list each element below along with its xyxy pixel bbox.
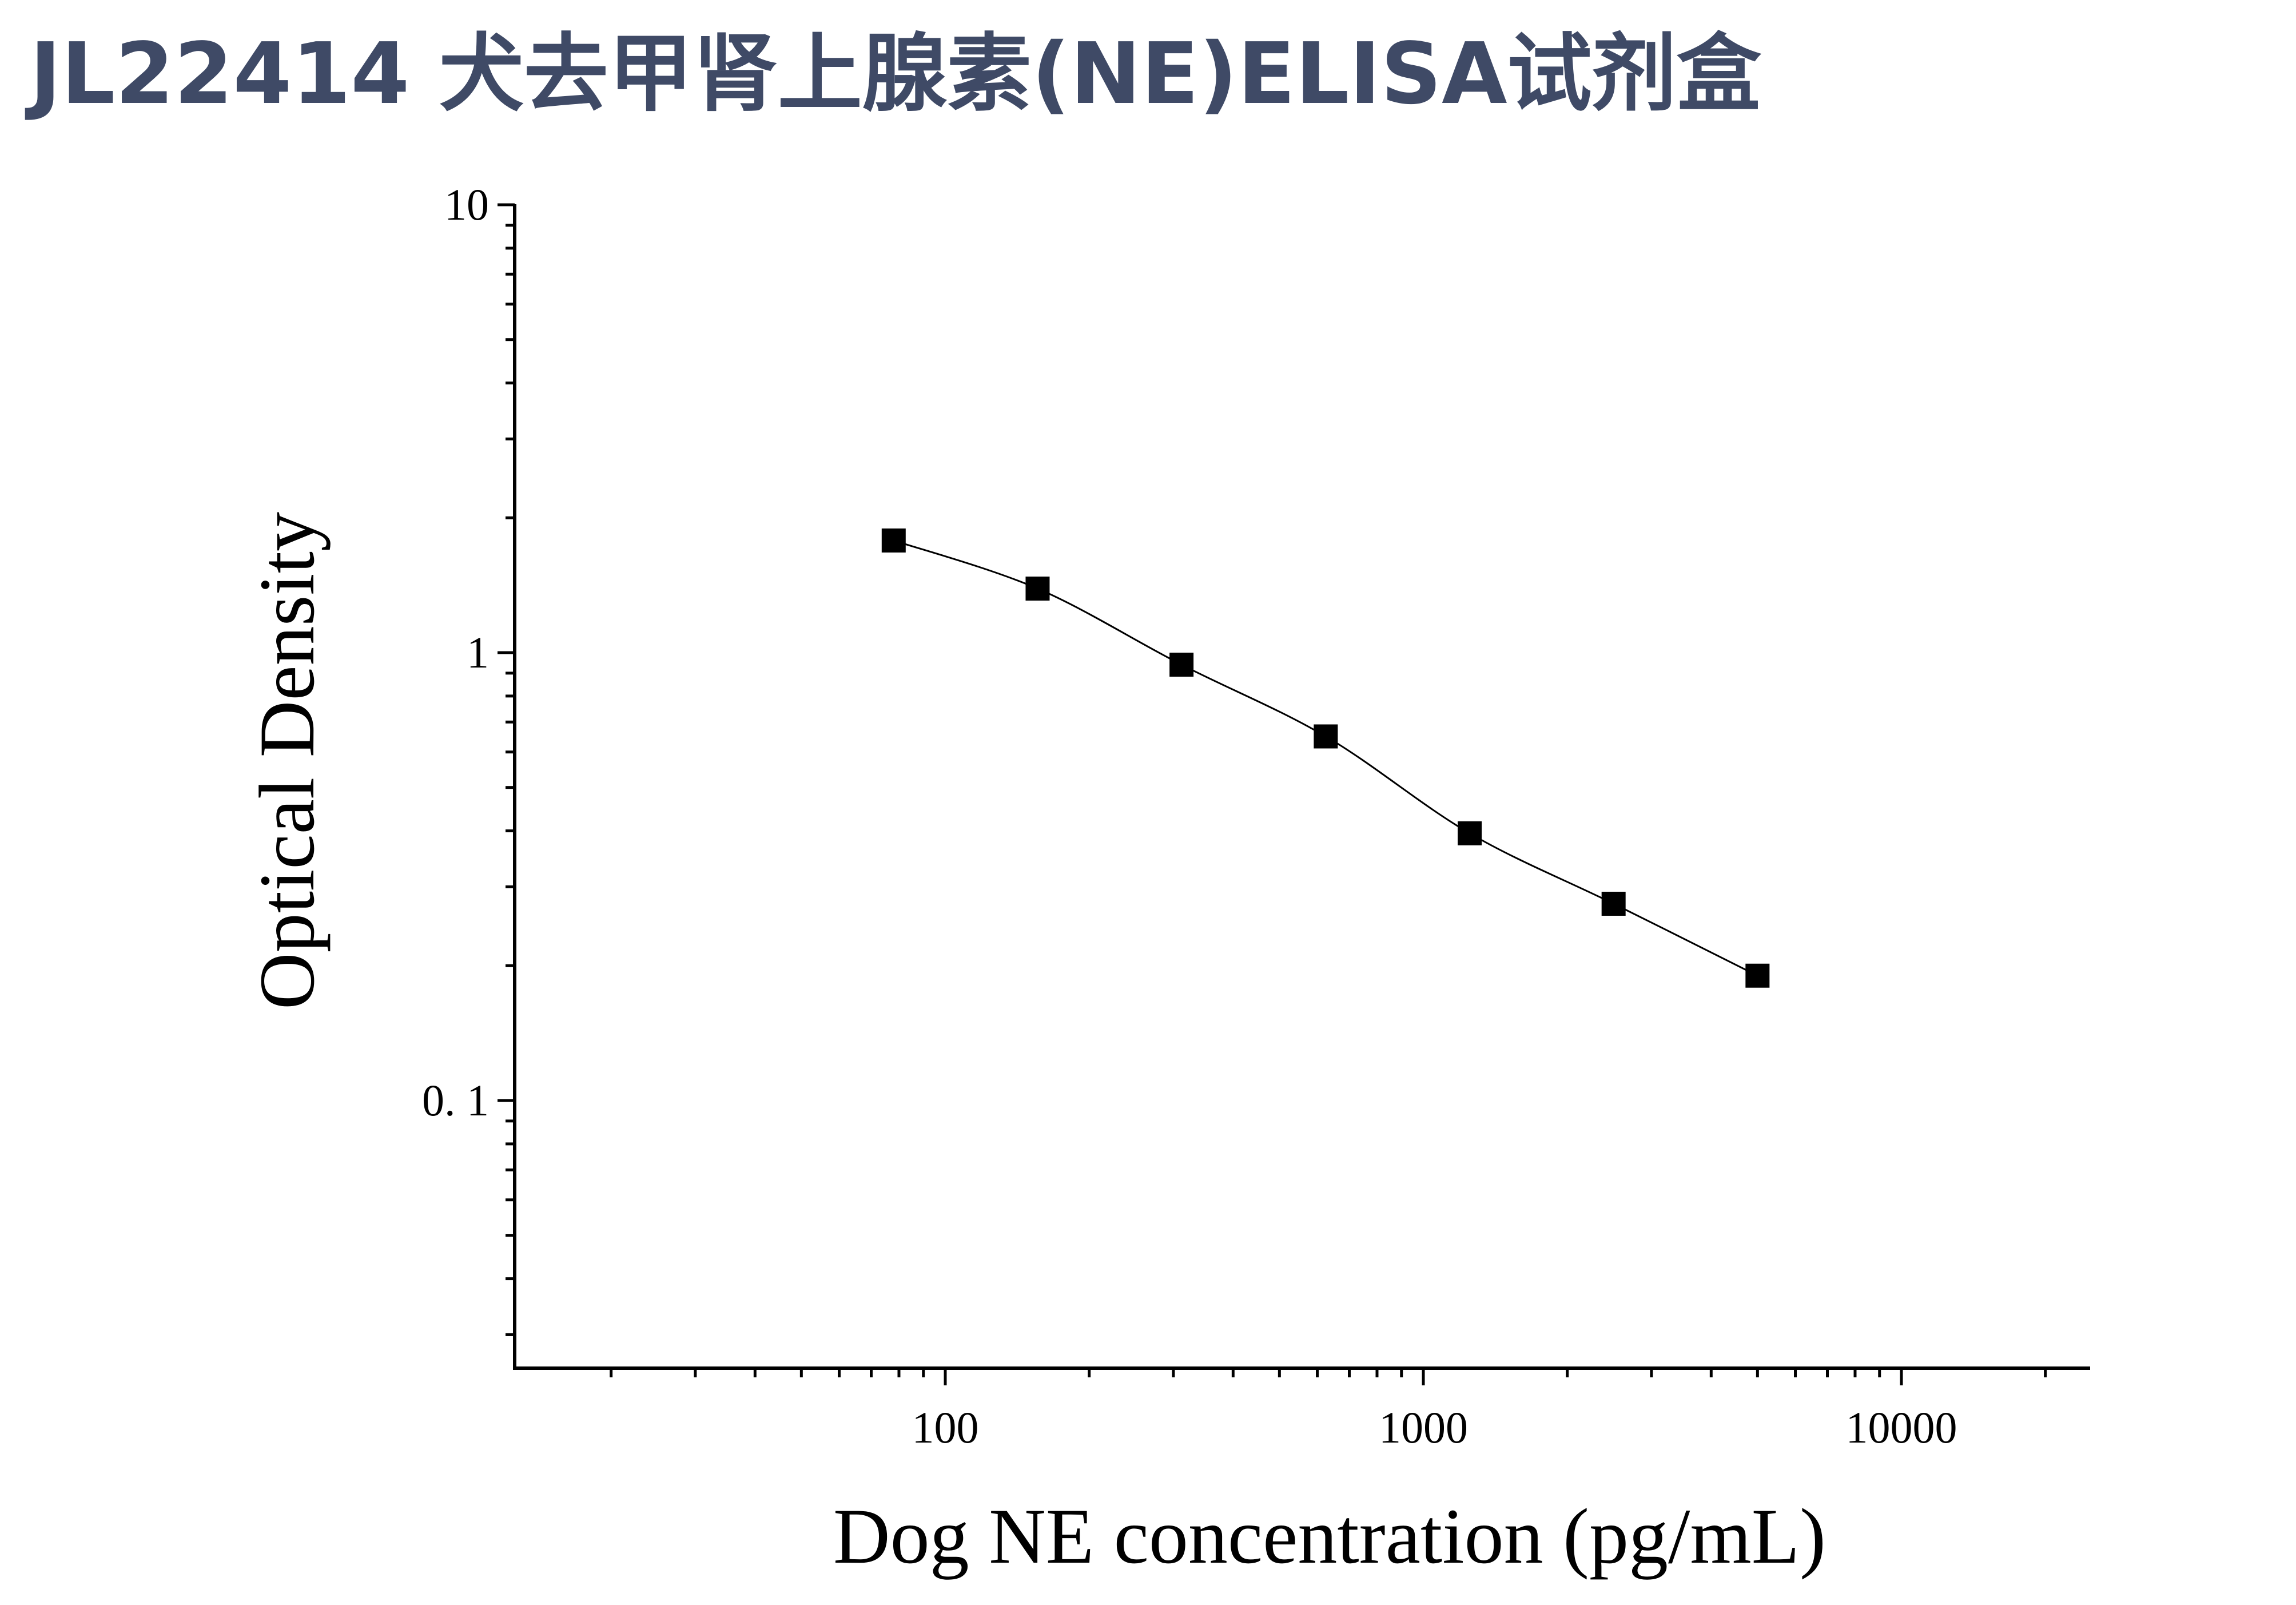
data-points [881,528,1770,988]
data-point [1601,892,1626,916]
x-minor-ticks [610,1368,2047,1377]
data-point [1025,577,1050,601]
y-tick-label: 10 [444,180,489,229]
y-major-ticks: 10 1 0. 1 [422,180,515,1125]
y-tick-label: 1 [467,627,489,677]
axes: 10 1 0. 1 100 1000 10000 [422,180,2090,1452]
y-minor-ticks [506,224,515,1336]
y-axis-label: Optical Density [243,512,331,1010]
x-axis-label: Dog NE concentration (pg/mL) [833,1492,1826,1580]
x-tick-label: 100 [912,1403,979,1452]
x-tick-label: 1000 [1379,1403,1468,1452]
x-major-ticks: 100 1000 10000 [912,1368,1957,1452]
data-point [1458,821,1482,845]
page-title: JL22414 犬去甲肾上腺素(NE)ELISA试剂盒 [25,25,1762,123]
x-tick-label: 10000 [1846,1403,1957,1452]
y-tick-label: 0. 1 [422,1075,489,1125]
data-point [1169,653,1194,677]
data-point [881,528,906,553]
data-point [1745,963,1770,988]
data-point [1314,724,1338,749]
fit-curve [893,539,1758,977]
